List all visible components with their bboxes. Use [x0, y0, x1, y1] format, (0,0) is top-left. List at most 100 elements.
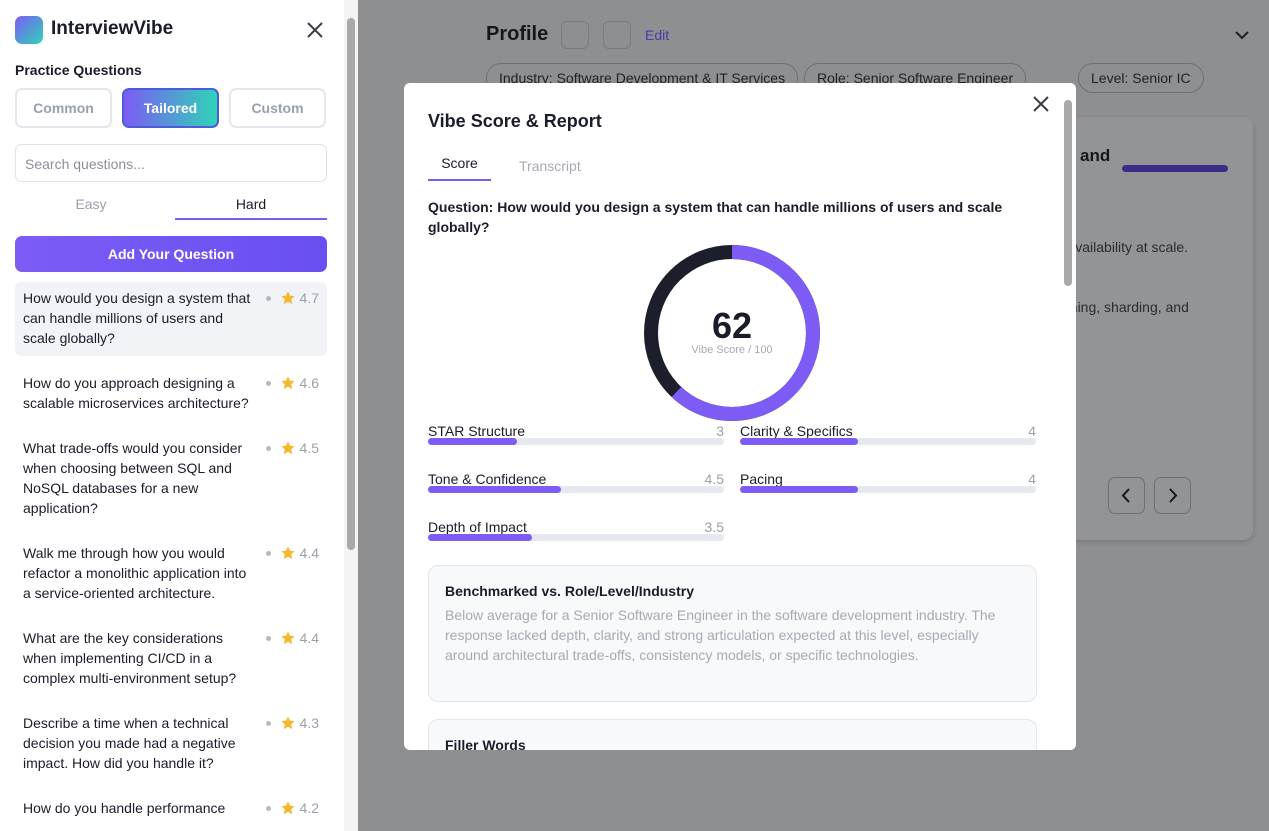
star-icon	[280, 631, 295, 645]
modal-tab[interactable]: Transcript	[519, 158, 581, 174]
rating: 4.6	[265, 373, 319, 393]
star	[280, 631, 295, 645]
rating: 4.4	[265, 543, 319, 563]
scroll-thumb[interactable]	[347, 18, 355, 550]
close-modal[interactable]	[1032, 95, 1050, 113]
metric-name: Clarity & Specifics	[740, 423, 853, 439]
rating: 4.3	[265, 713, 319, 733]
benchmark-card: Benchmarked vs. Role/Level/Industry Belo…	[428, 565, 1037, 702]
rating-value: 4.5	[299, 440, 319, 456]
question-item[interactable]: How do you approach designing a scalable…	[15, 367, 327, 421]
score-caption: Vibe Score / 100	[691, 344, 773, 356]
bar	[740, 438, 859, 445]
rating-value: 4.6	[299, 375, 319, 391]
star-icon	[280, 376, 295, 390]
metric: Pacing 4	[740, 471, 1036, 511]
rating: 4.2	[265, 798, 319, 818]
scrollbar	[1063, 83, 1076, 750]
question-text: How do you handle performance	[23, 800, 226, 816]
card-text: and	[1080, 146, 1111, 165]
star-icon	[280, 291, 295, 305]
star-icon	[280, 801, 295, 815]
tab[interactable]: Custom	[229, 88, 326, 128]
card-text: Below average for a Senior Software Engi…	[445, 607, 996, 663]
question-text: Walk me through how you would refactor a…	[23, 545, 247, 601]
dot	[265, 550, 271, 556]
rating: 4.5	[265, 438, 319, 458]
question-text: How do you approach designing a scalable…	[23, 375, 249, 411]
metric-name: Tone & Confidence	[428, 471, 547, 487]
bar-track	[428, 534, 724, 541]
star-icon	[280, 546, 295, 560]
star	[280, 801, 295, 815]
star	[280, 441, 295, 455]
star	[280, 716, 295, 730]
next-button[interactable]	[603, 21, 631, 49]
question-item[interactable]: How would you design a system that can h…	[15, 282, 327, 356]
bar	[428, 438, 517, 445]
brand: InterviewVibe	[51, 18, 174, 39]
tab[interactable]: Tailored	[122, 88, 219, 128]
metric: Tone & Confidence 4.5	[428, 471, 724, 511]
question-text: Describe a time when a technical decisio…	[23, 715, 236, 771]
rating-value: 4.2	[299, 800, 319, 816]
question-item[interactable]: Describe a time when a technical decisio…	[15, 707, 327, 781]
question-text: How would you design a system that can h…	[23, 290, 251, 346]
close-sidebar[interactable]	[305, 20, 325, 40]
star-icon	[280, 441, 295, 455]
profile-title: Profile	[486, 23, 549, 45]
bar-track	[740, 438, 1036, 445]
star	[280, 546, 295, 560]
dot	[265, 445, 271, 451]
star	[280, 376, 295, 390]
bar	[428, 534, 532, 541]
metric-value: 4.5	[704, 471, 724, 487]
card-text: caching, sharding, and	[1048, 299, 1189, 315]
edit-link[interactable]: Edit	[645, 27, 670, 43]
metric: Clarity & Specifics 4	[740, 423, 1036, 463]
score-ring	[644, 245, 820, 421]
sidebar: InterviewVibe Practice Questions Common …	[0, 0, 344, 831]
scroll-thumb[interactable]	[1064, 100, 1072, 286]
add-question-button[interactable]: Add Your Question	[15, 236, 327, 272]
difficulty-tab[interactable]: Hard	[175, 196, 327, 220]
rating: 4.4	[265, 628, 319, 648]
score-value: 62	[711, 305, 753, 346]
metric-value: 3.5	[704, 519, 724, 535]
bar-track	[740, 486, 1036, 493]
ring-value	[644, 245, 820, 421]
collapse[interactable]	[1234, 28, 1250, 42]
metric-name: STAR Structure	[428, 423, 525, 439]
rating: 4.7	[265, 288, 319, 308]
card-title: Filler Words	[445, 737, 526, 750]
bar	[428, 486, 562, 493]
question-item[interactable]: How do you handle performance 4.2	[15, 792, 327, 826]
question-item[interactable]: Walk me through how you would refactor a…	[15, 537, 327, 611]
star	[280, 291, 295, 305]
dot	[265, 720, 271, 726]
next-button[interactable]	[1154, 477, 1191, 514]
metric-value: 3	[716, 423, 724, 439]
rating-value: 4.4	[299, 545, 319, 561]
scrollbar	[344, 0, 358, 831]
tab[interactable]: Common	[15, 88, 112, 128]
question-text: What are the key considerations when imp…	[23, 630, 237, 686]
report-modal: Vibe Score & Report Score Transcript Que…	[404, 83, 1076, 750]
tag: Level: Senior IC	[1078, 63, 1204, 93]
question-item[interactable]: What trade-offs would you consider when …	[15, 432, 327, 526]
difficulty-tab[interactable]: Easy	[75, 196, 107, 212]
prev-button[interactable]	[561, 21, 589, 49]
metric-name: Pacing	[740, 471, 783, 487]
rating-value: 4.7	[299, 290, 319, 306]
question-item[interactable]: What are the key considerations when imp…	[15, 622, 327, 696]
filler-card: Filler Words	[428, 719, 1037, 750]
modal-tab[interactable]: Score	[428, 155, 491, 181]
prev-button[interactable]	[1108, 477, 1145, 514]
search-input[interactable]: Search questions...	[15, 144, 327, 182]
bar-track	[428, 486, 724, 493]
question: Question: How would you design a system …	[428, 199, 1003, 235]
card-title: Benchmarked vs. Role/Level/Industry	[445, 583, 694, 599]
dot	[265, 380, 271, 386]
bar-track	[428, 438, 724, 445]
